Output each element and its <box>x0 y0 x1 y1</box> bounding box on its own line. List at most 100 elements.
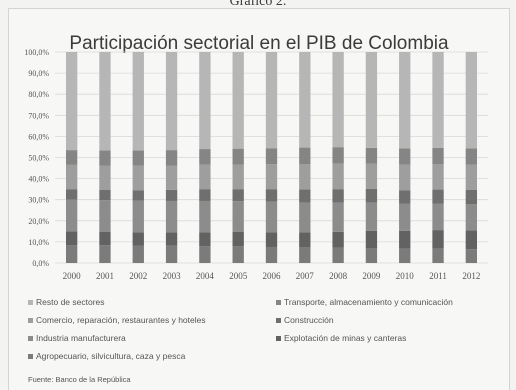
bar-segment-s5-2011 <box>432 147 444 165</box>
bar-segment-s0-2005 <box>232 246 244 263</box>
bar-segment-s5-2004 <box>199 149 211 165</box>
source-note: Fuente: Banco de la República <box>28 375 131 384</box>
y-tick-label: 40,0% <box>28 175 49 184</box>
bar-segment-s6-2007 <box>299 52 311 148</box>
x-tick-label: 2007 <box>296 271 315 281</box>
bar-segment-s4-2010 <box>399 164 411 191</box>
bar-segment-s3-2001 <box>99 189 111 201</box>
bar-segment-s2-2002 <box>132 200 144 233</box>
legend-item: Transporte, almacenamiento y comunicació… <box>276 297 453 307</box>
legend-swatch <box>276 299 281 305</box>
legend-swatch <box>28 299 33 305</box>
legend-label: Agropecuario, silvicultura, caza y pesca <box>36 351 186 361</box>
bar-segment-s4-2006 <box>265 164 278 190</box>
legend-swatch <box>276 335 281 341</box>
bar-segment-s0-2006 <box>265 246 278 263</box>
bar-segment-s6-2005 <box>232 52 244 149</box>
bar-segment-s2-2005 <box>232 201 244 232</box>
legend-item: Explotación de minas y canteras <box>276 333 406 343</box>
bar-segment-s3-2007 <box>299 189 311 203</box>
y-tick-label: 70,0% <box>28 111 49 120</box>
bar-segment-s3-2005 <box>232 189 244 202</box>
bar-segment-s6-2012 <box>465 52 478 149</box>
bar-segment-s5-2002 <box>132 150 144 166</box>
bar-segment-s1-2001 <box>99 231 111 246</box>
bar-segment-s5-2012 <box>465 148 478 165</box>
legend-swatch <box>28 353 33 359</box>
bar-segment-s1-2005 <box>232 231 244 247</box>
bar-segment-s2-2007 <box>299 202 311 233</box>
legend-swatch <box>28 317 33 323</box>
legend-item: Agropecuario, silvicultura, caza y pesca <box>28 351 185 361</box>
bar-segment-s1-2003 <box>165 232 178 246</box>
x-tick-label: 2002 <box>129 271 147 281</box>
x-tick-label: 2005 <box>229 271 248 281</box>
bar-segment-s1-2002 <box>132 232 144 246</box>
x-tick-label: 2000 <box>63 271 82 281</box>
bar-segment-s6-2008 <box>332 52 344 148</box>
y-tick-label: 0,0% <box>32 259 49 268</box>
bar-segment-s2-2000 <box>65 199 78 232</box>
chart-title: Participación sectorial en el PIB de Col… <box>69 33 449 54</box>
legend-label: Explotación de minas y canteras <box>284 333 407 343</box>
bar-segment-s1-2008 <box>332 231 344 248</box>
bar-segment-s0-2003 <box>165 245 178 263</box>
bar-segment-s0-2011 <box>432 248 444 263</box>
x-tick-label: 2001 <box>96 271 114 281</box>
bar-segment-s3-2002 <box>132 190 144 201</box>
x-tick-label: 2012 <box>462 271 480 281</box>
x-tick-label: 2011 <box>429 271 447 281</box>
bar-segment-s6-2010 <box>399 52 411 149</box>
y-tick-label: 80,0% <box>28 90 49 99</box>
bar-segment-s5-2003 <box>165 150 178 166</box>
bar-segment-s1-2007 <box>299 232 311 248</box>
bar-segment-s5-2008 <box>332 147 344 164</box>
chart-panel: Participación sectorial en el PIB de Col… <box>8 8 510 390</box>
bar-segment-s0-2001 <box>99 245 111 263</box>
bar-segment-s2-2008 <box>332 202 344 232</box>
x-tick-label: 2010 <box>396 271 415 281</box>
bar-segment-s3-2012 <box>465 189 478 205</box>
legend-label: Resto de sectores <box>36 297 105 307</box>
legend-label: Industria manufacturera <box>36 333 126 343</box>
bar-segment-s6-2003 <box>165 52 178 151</box>
bar-segment-s1-2004 <box>199 232 211 247</box>
bar-segment-s4-2001 <box>99 165 111 190</box>
legend-label: Transporte, almacenamiento y comunicació… <box>284 297 453 307</box>
bar-segment-s0-2008 <box>332 247 344 263</box>
bar-segment-s3-2008 <box>332 189 344 203</box>
bar-segment-s4-2011 <box>432 164 444 190</box>
bar-segment-s4-2009 <box>365 163 378 189</box>
bar-segment-s3-2009 <box>365 188 378 203</box>
legend-label: Construcción <box>284 315 334 325</box>
bar-segment-s2-2011 <box>432 203 444 231</box>
bar-segment-s1-2009 <box>365 230 378 249</box>
bar-segment-s6-2006 <box>265 52 278 149</box>
y-tick-label: 60,0% <box>28 132 49 141</box>
legend-item: Comercio, reparación, restaurantes y hot… <box>28 315 206 325</box>
bar-segment-s2-2004 <box>199 200 211 233</box>
legend-label: Comercio, reparación, restaurantes y hot… <box>36 315 206 325</box>
bar-segment-s2-2009 <box>365 202 378 231</box>
bar-segment-s4-2002 <box>132 165 144 191</box>
x-tick-label: 2009 <box>362 271 381 281</box>
bar-segment-s2-2001 <box>99 200 111 232</box>
bar-segment-s1-2012 <box>465 230 478 250</box>
bar-segment-s3-2000 <box>65 189 78 200</box>
bar-segment-s2-2003 <box>165 200 178 233</box>
bar-segment-s0-2009 <box>365 248 378 263</box>
legend-swatch <box>28 335 33 341</box>
x-tick-label: 2008 <box>329 271 348 281</box>
bar-segment-s6-2002 <box>132 52 144 151</box>
y-tick-label: 10,0% <box>28 238 49 247</box>
bar-segment-s1-2010 <box>399 230 411 249</box>
bar-segment-s5-2001 <box>99 150 111 166</box>
x-tick-label: 2004 <box>196 271 215 281</box>
bar-segment-s5-2007 <box>299 147 311 165</box>
bar-segment-s0-2012 <box>465 249 478 263</box>
bar-segment-s2-2010 <box>399 203 411 231</box>
y-tick-label: 30,0% <box>28 196 49 205</box>
bar-segment-s3-2004 <box>199 189 211 201</box>
bar-segment-s3-2003 <box>165 189 178 201</box>
bar-segment-s4-2003 <box>165 165 178 190</box>
